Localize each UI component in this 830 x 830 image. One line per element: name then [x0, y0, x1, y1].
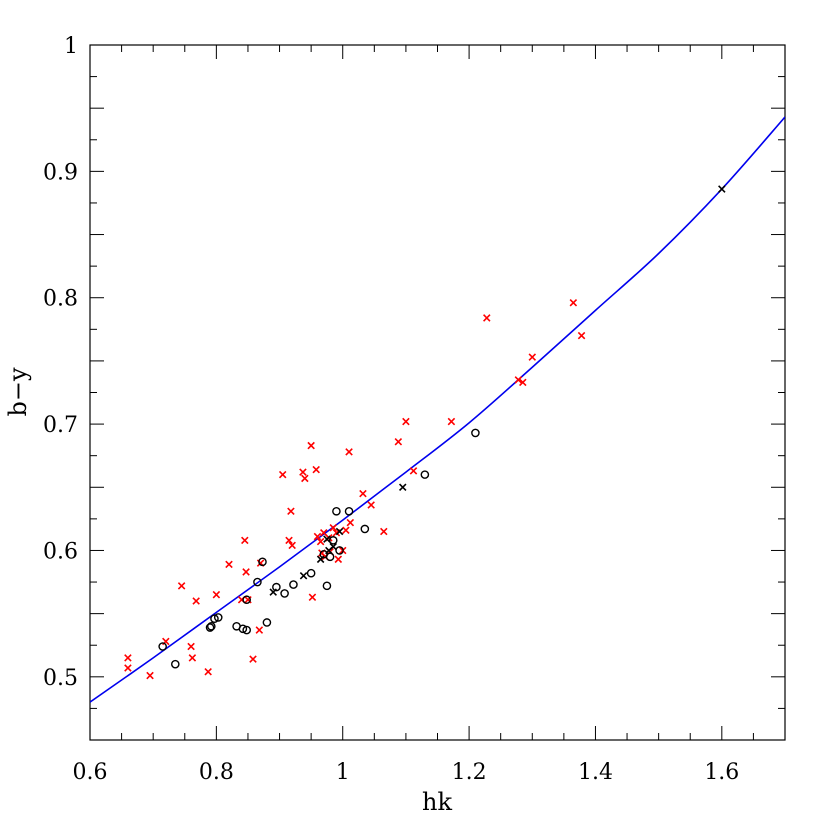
data-point-cross	[519, 378, 527, 387]
axis-ticks	[89, 44, 786, 741]
data-point-circle	[253, 577, 262, 587]
data-point-cross	[447, 417, 456, 426]
data-point-cross	[394, 438, 403, 446]
x-tick-label: 0.8	[199, 760, 234, 785]
y-tick-label: 0.8	[43, 287, 78, 312]
y-tick-label: 1	[64, 34, 78, 59]
data-point-cross	[514, 376, 523, 384]
axis-tick-labels: 0.6 0.8 1 1.2 1.4 1.6 0.5 0.6 0.7 0.8 0.9 1	[43, 34, 739, 785]
data-point-cross	[569, 299, 578, 307]
data-point-circle	[238, 624, 248, 634]
data-point-cross	[380, 527, 388, 536]
data-point-cross	[345, 448, 353, 456]
data-point-circle	[328, 536, 338, 545]
data-point-cross	[187, 642, 195, 651]
data-point-circle	[262, 618, 272, 627]
data-point-cross	[188, 654, 197, 662]
data-point-circle	[170, 659, 180, 669]
y-tick-label: 0.6	[43, 539, 78, 564]
data-point-cross	[249, 655, 257, 663]
data-point-circle	[332, 506, 341, 516]
data-point-cross	[316, 537, 325, 546]
y-tick-label: 0.5	[43, 666, 78, 691]
data-point-cross	[225, 560, 233, 569]
data-point-cross	[346, 518, 355, 527]
x-axis-title: hk	[422, 788, 452, 816]
data-point-cross	[299, 468, 307, 476]
data-point-cross	[285, 536, 293, 545]
x-tick-label: 1.2	[452, 760, 487, 785]
data-point-cross	[299, 571, 308, 580]
y-axis-title: b−y	[4, 367, 32, 416]
data-point-cross	[329, 542, 338, 551]
data-point-cross	[177, 582, 186, 590]
data-point-circle	[242, 625, 251, 635]
data-point-cross	[287, 507, 295, 516]
x-tick-label: 1.4	[578, 760, 613, 785]
data-point-circle	[158, 642, 167, 651]
data-point-cross	[308, 593, 317, 601]
data-point-cross	[278, 470, 287, 479]
data-point-circle	[325, 552, 335, 562]
data-point-circle	[210, 614, 219, 623]
data-point-cross	[577, 331, 586, 340]
data-point-cross	[334, 555, 343, 564]
data-point-circle	[207, 621, 216, 631]
data-point-circle	[242, 595, 251, 605]
data-point-cross	[204, 667, 212, 676]
data-point-circle	[272, 582, 281, 592]
data-point-cross	[124, 654, 132, 662]
data-point-cross	[312, 465, 320, 474]
x-tick-label: 0.6	[73, 760, 108, 785]
data-point-cross	[402, 417, 410, 426]
data-point-cross	[124, 664, 132, 672]
data-point-cross	[359, 489, 367, 498]
data-point-cross	[307, 441, 315, 450]
data-point-cross	[483, 314, 491, 322]
data-point-cross	[409, 467, 418, 475]
data-points-layer	[124, 185, 726, 680]
data-point-circle	[258, 557, 267, 567]
data-point-circle	[306, 568, 316, 578]
data-point-circle	[360, 524, 370, 534]
data-point-circle	[335, 546, 344, 555]
data-point-circle	[205, 623, 215, 632]
plot-frame	[89, 44, 786, 741]
data-point-cross	[192, 597, 200, 605]
fit-curve	[90, 116, 785, 703]
data-point-cross	[342, 526, 350, 535]
data-point-cross	[313, 532, 322, 541]
data-point-cross	[367, 501, 375, 509]
data-point-cross	[288, 541, 296, 550]
data-point-cross	[301, 474, 309, 483]
data-point-circle	[322, 581, 332, 591]
y-tick-label: 0.7	[43, 413, 78, 438]
x-tick-label: 1.6	[704, 760, 739, 785]
data-point-cross	[398, 483, 407, 492]
data-point-cross	[212, 590, 221, 599]
data-point-circle	[420, 470, 430, 479]
data-point-circle	[344, 506, 354, 516]
y-tick-label: 0.9	[43, 160, 78, 185]
data-point-cross	[528, 353, 537, 361]
data-point-cross	[335, 527, 344, 536]
data-point-cross	[146, 671, 154, 680]
fit-curve-layer	[90, 116, 785, 703]
data-point-cross	[241, 536, 249, 545]
data-point-circle	[471, 428, 480, 438]
data-point-cross	[718, 185, 726, 193]
data-point-circle	[280, 589, 289, 598]
x-tick-label: 1	[336, 760, 350, 785]
data-point-cross	[242, 568, 250, 576]
data-point-circle	[213, 613, 223, 622]
data-point-cross	[329, 523, 338, 532]
data-point-cross	[255, 626, 264, 634]
data-point-circle	[289, 580, 298, 589]
